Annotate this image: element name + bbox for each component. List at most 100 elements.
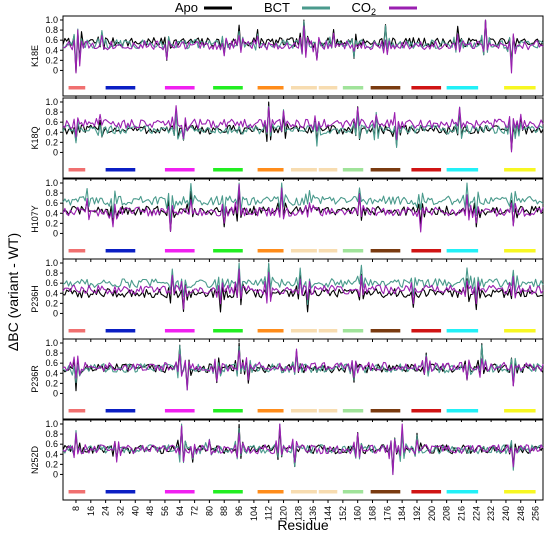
y-tick-label: 0.4 <box>45 45 58 55</box>
y-tick-label: 0.6 <box>45 358 58 368</box>
y-tick-label: 0.6 <box>45 117 58 127</box>
y-tick-label: 0.6 <box>45 198 58 208</box>
segment-bar-0 <box>68 409 86 413</box>
segment-bar-0 <box>68 249 86 253</box>
x-tick-label: 216 <box>456 506 466 521</box>
segment-bar-4 <box>257 409 284 413</box>
y-tick-label: 1.0 <box>45 258 58 268</box>
segment-bar-5 <box>290 409 317 413</box>
panel-frame-K18Q <box>62 97 544 179</box>
x-tick-label: 16 <box>86 506 96 516</box>
x-tick-label: 152 <box>338 506 348 521</box>
x-tick-label: 96 <box>234 506 244 516</box>
x-tick-label: 56 <box>160 506 170 516</box>
legend-label-1: BCT <box>264 0 290 15</box>
y-tick-label: 0.4 <box>45 368 58 378</box>
y-tick-label: 0.4 <box>45 127 58 137</box>
segment-bar-4 <box>257 329 284 333</box>
y-tick-label: 0.8 <box>45 25 58 35</box>
segment-bar-0 <box>68 329 86 333</box>
y-tick-label: 0.2 <box>45 218 58 228</box>
y-tick-label: 1.0 <box>45 97 58 107</box>
segment-bar-10 <box>446 490 479 494</box>
segment-bar-10 <box>446 409 479 413</box>
segment-bar-3 <box>213 409 243 413</box>
segment-bar-3 <box>213 86 243 90</box>
segment-bar-6 <box>318 490 338 494</box>
segment-bar-6 <box>318 249 338 253</box>
segment-bar-7 <box>342 249 364 253</box>
series-line-BCT-P236H <box>62 262 544 306</box>
panel-frame-N252D <box>62 419 544 501</box>
segment-bar-9 <box>411 86 442 90</box>
x-axis-title: Residue <box>277 517 329 533</box>
x-tick-label: 80 <box>204 506 214 516</box>
x-tick-label: 160 <box>353 506 363 521</box>
y-tick-label: 0 <box>53 469 58 479</box>
segment-bar-1 <box>105 329 136 333</box>
x-tick-label: 88 <box>219 506 229 516</box>
segment-bar-4 <box>257 168 284 172</box>
segment-bar-7 <box>342 329 364 333</box>
series-line-CO2-P236R <box>62 348 544 391</box>
segment-bar-8 <box>370 490 401 494</box>
panel-label-K18E: K18E <box>30 45 40 67</box>
segment-bar-4 <box>257 86 284 90</box>
panel-label-P236R: P236R <box>30 365 40 393</box>
x-tick-label: 232 <box>486 506 496 521</box>
segment-bar-6 <box>318 329 338 333</box>
segment-bar-7 <box>342 490 364 494</box>
segment-bar-10 <box>446 329 479 333</box>
segment-bar-4 <box>257 249 284 253</box>
series-line-CO2-K18Q <box>62 105 544 153</box>
panel-label-P236H: P236H <box>30 285 40 313</box>
y-tick-label: 0.4 <box>45 449 58 459</box>
y-tick-label: 0 <box>53 147 58 157</box>
segment-bar-5 <box>290 168 317 172</box>
segment-bar-0 <box>68 490 86 494</box>
x-tick-label: 248 <box>516 506 526 521</box>
series-line-CO2-N252D <box>62 423 544 476</box>
segment-bar-3 <box>213 329 243 333</box>
segment-bar-8 <box>370 86 401 90</box>
segment-bar-7 <box>342 86 364 90</box>
y-tick-label: 0.4 <box>45 288 58 298</box>
segment-bar-7 <box>342 168 364 172</box>
y-tick-label: 0.8 <box>45 188 58 198</box>
segment-bar-10 <box>446 168 479 172</box>
segment-bar-5 <box>290 86 317 90</box>
y-tick-label: 1.0 <box>45 15 58 25</box>
legend-label-0: Apo <box>175 0 198 15</box>
x-tick-label: 136 <box>308 506 318 521</box>
segment-bar-8 <box>370 249 401 253</box>
segment-bar-0 <box>68 86 86 90</box>
x-tick-label: 120 <box>279 506 289 521</box>
segment-bar-9 <box>411 168 442 172</box>
y-tick-label: 0.8 <box>45 268 58 278</box>
x-tick-label: 72 <box>190 506 200 516</box>
y-tick-label: 0.4 <box>45 208 58 218</box>
panel-label-N252D: N252D <box>30 445 40 474</box>
x-tick-label: 224 <box>471 506 481 521</box>
y-tick-label: 0 <box>53 308 58 318</box>
y-tick-label: 0.2 <box>45 459 58 469</box>
y-tick-label: 0.6 <box>45 278 58 288</box>
segment-bar-1 <box>105 86 136 90</box>
segment-bar-2 <box>164 86 195 90</box>
x-tick-label: 48 <box>145 506 155 516</box>
segment-bar-2 <box>164 490 195 494</box>
x-tick-label: 256 <box>531 506 541 521</box>
y-tick-label: 0.2 <box>45 378 58 388</box>
segment-bar-6 <box>318 409 338 413</box>
segment-bar-9 <box>411 490 442 494</box>
y-tick-label: 0 <box>53 228 58 238</box>
x-tick-label: 40 <box>130 506 140 516</box>
segment-bar-8 <box>370 168 401 172</box>
segment-bar-6 <box>318 86 338 90</box>
y-tick-label: 0.2 <box>45 298 58 308</box>
segment-bar-11 <box>504 249 536 253</box>
x-tick-label: 64 <box>175 506 185 516</box>
segment-bar-4 <box>257 490 284 494</box>
panel-frame-H107Y <box>62 178 544 260</box>
